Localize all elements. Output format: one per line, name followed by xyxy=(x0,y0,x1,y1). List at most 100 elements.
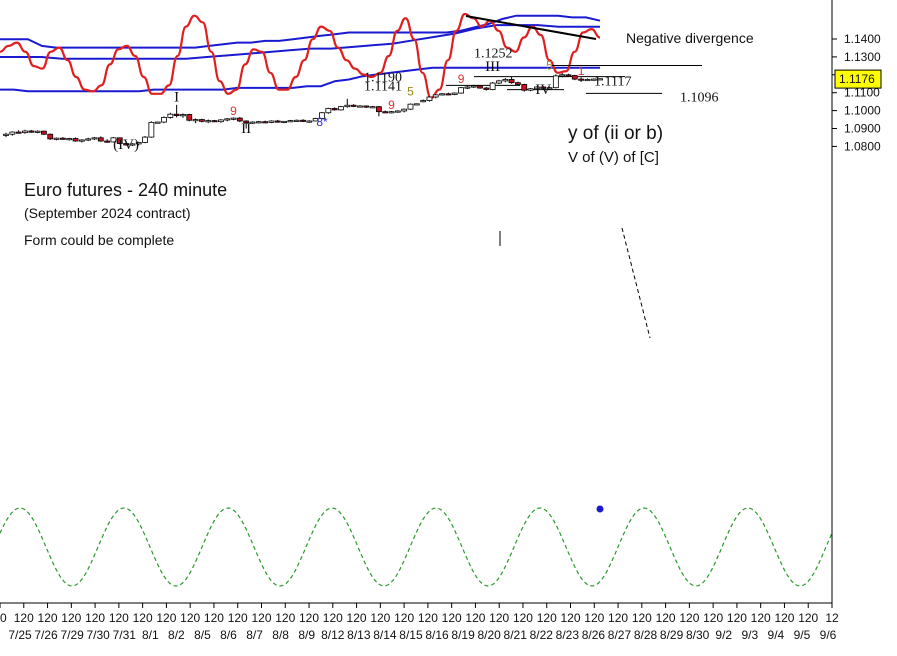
x-date-label: 8/20 xyxy=(477,628,501,642)
candle-body xyxy=(503,79,508,80)
x-tick-label-top: 120 xyxy=(513,611,533,625)
candle-body xyxy=(446,94,451,95)
x-tick-label-top: 120 xyxy=(38,611,58,625)
x-date-label: 8/30 xyxy=(686,628,710,642)
candle-body xyxy=(478,86,483,88)
candle-body xyxy=(528,89,533,90)
candle-body xyxy=(515,83,520,85)
x-date-label: 8/8 xyxy=(272,628,289,642)
x-date-label: 7/25 xyxy=(8,628,32,642)
price-level-label: 1.1141 xyxy=(364,79,402,94)
candle-body xyxy=(79,140,84,141)
y-tick-label: 1.1300 xyxy=(844,50,881,64)
x-date-label: 8/29 xyxy=(660,628,684,642)
candle-body xyxy=(168,114,173,117)
chart-subtitle: (September 2024 contract) xyxy=(24,205,191,221)
candle-body xyxy=(345,105,350,106)
x-date-label: 9/2 xyxy=(715,628,732,642)
x-date-label: 9/5 xyxy=(794,628,811,642)
candle-body xyxy=(440,94,445,95)
candle-body xyxy=(10,132,15,134)
x-tick-label-top: 120 xyxy=(370,611,390,625)
candle-body xyxy=(421,101,426,102)
x-tick-label-top: 120 xyxy=(465,611,485,625)
cycle-line xyxy=(0,508,832,586)
sequential-count: 9 xyxy=(458,72,465,86)
candle-body xyxy=(22,131,27,133)
x-tick-label-top: 120 xyxy=(228,611,248,625)
candle-body xyxy=(29,131,34,132)
chart-title: Euro futures - 240 minute xyxy=(24,180,227,200)
candle-body xyxy=(263,122,268,123)
wave-label: II xyxy=(241,121,251,137)
x-date-label: 7/29 xyxy=(60,628,84,642)
candle-body xyxy=(256,122,261,123)
candle-body xyxy=(509,79,514,82)
candle-body xyxy=(16,132,21,133)
x-tick-label-top: 120 xyxy=(798,611,818,625)
x-tick-label-top: 20 xyxy=(0,611,7,625)
x-tick-label-top: 120 xyxy=(299,611,319,625)
candle-body xyxy=(591,79,596,80)
candle-body xyxy=(376,107,381,112)
candle-body xyxy=(522,84,527,90)
candle-body xyxy=(579,79,584,80)
candle-body xyxy=(98,138,103,141)
candle-body xyxy=(48,134,53,139)
candle-body xyxy=(294,120,299,121)
x-tick-label-top: 120 xyxy=(109,611,129,625)
candle-body xyxy=(187,115,192,121)
chart-note: Form could be complete xyxy=(24,232,174,248)
candle-body xyxy=(357,106,362,107)
wave-label: I xyxy=(174,90,179,106)
x-tick-label-top: 120 xyxy=(656,611,676,625)
wave-label: IV xyxy=(535,82,551,98)
cycle-line-group xyxy=(0,506,832,587)
candle-body xyxy=(553,76,558,88)
x-date-label: 8/27 xyxy=(608,628,632,642)
y-tick-label: 1.1000 xyxy=(844,104,881,118)
x-date-label: 8/15 xyxy=(399,628,423,642)
x-date-label: 8/26 xyxy=(582,628,606,642)
candle-body xyxy=(41,131,46,134)
sequential-count: 5 xyxy=(546,58,553,72)
x-tick-label-top: 120 xyxy=(323,611,343,625)
candle-body xyxy=(193,120,198,121)
x-date-label: 9/4 xyxy=(768,628,785,642)
wave-text-2: V of (V) of [C] xyxy=(568,149,659,166)
candle-body xyxy=(162,117,167,122)
x-date-label: 8/5 xyxy=(194,628,211,642)
candle-body xyxy=(370,107,375,108)
candle-body xyxy=(433,95,438,97)
x-tick-label-top: 120 xyxy=(85,611,105,625)
candle-body xyxy=(288,121,293,122)
oscillator-upper-band xyxy=(0,16,600,48)
x-tick-label-top: 120 xyxy=(61,611,81,625)
price-level-label: 1.1117 xyxy=(594,75,631,90)
y-tick-label: 1.0900 xyxy=(844,122,881,136)
candle-body xyxy=(452,93,457,94)
candle-body xyxy=(206,121,211,122)
candle-body xyxy=(572,76,577,80)
x-date-label: 8/19 xyxy=(451,628,475,642)
candle-body xyxy=(67,139,72,140)
candle-body xyxy=(60,138,65,139)
candle-body xyxy=(199,120,204,122)
x-date-label: 9/3 xyxy=(741,628,758,642)
x-date-label: 8/14 xyxy=(373,628,397,642)
x-tick-label-top: 120 xyxy=(608,611,628,625)
x-tick-label-top: 120 xyxy=(727,611,747,625)
price-level-label: 1.1096 xyxy=(680,90,719,105)
candle-body xyxy=(180,115,185,116)
candle-body xyxy=(471,86,476,87)
x-date-label: 8/28 xyxy=(634,628,658,642)
candles-group xyxy=(4,73,603,146)
sequential-count: 5 xyxy=(407,85,414,99)
x-tick-label-top: 120 xyxy=(156,611,176,625)
y-tick-label: 1.1400 xyxy=(844,32,881,46)
x-date-label: 9/6 xyxy=(820,628,837,642)
candle-body xyxy=(402,109,407,111)
candle-body xyxy=(73,139,78,142)
projection-dashed-line xyxy=(622,228,650,338)
sequential-count: 1 xyxy=(578,64,585,78)
